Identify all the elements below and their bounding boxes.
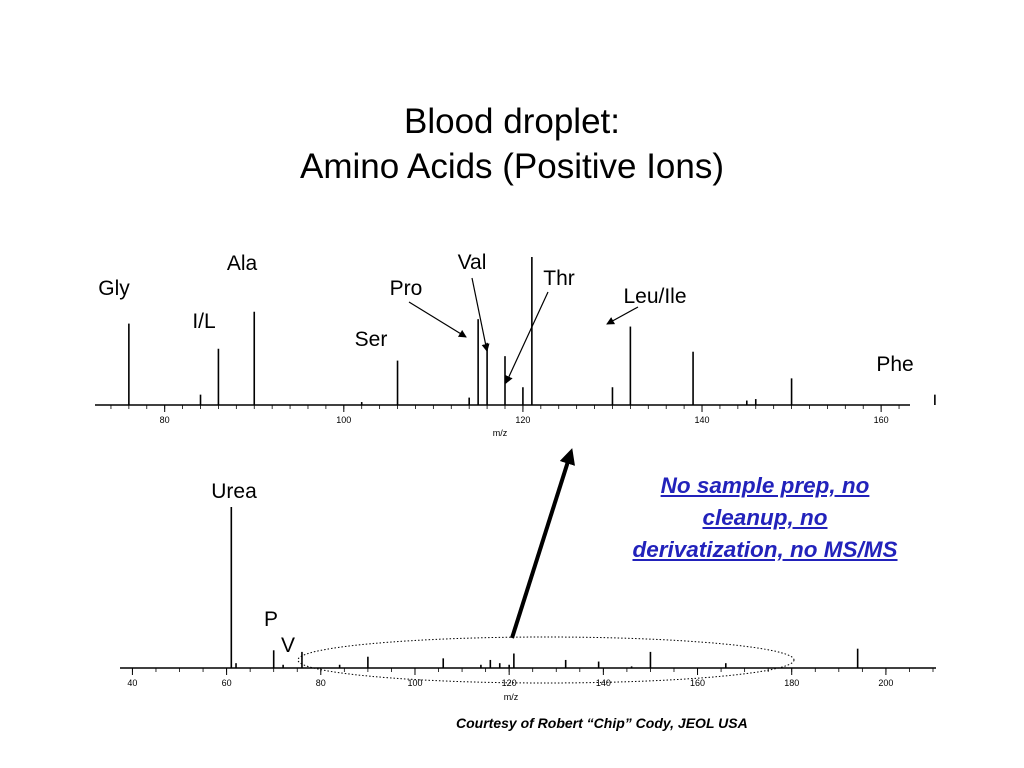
no-sample-prep-note: No sample prep, no cleanup, no derivatiz… <box>632 473 898 562</box>
peak-label-thr: Thr <box>543 267 575 290</box>
x-tick-label: 40 <box>127 678 137 688</box>
x-tick-label: 80 <box>160 415 170 425</box>
courtesy-credit: Courtesy of Robert “Chip” Cody, JEOL USA <box>456 715 748 731</box>
x-tick-label: 140 <box>695 415 710 425</box>
x-tick-label: 120 <box>515 415 530 425</box>
zoom-region-ellipse <box>297 636 795 684</box>
x-tick-label: 200 <box>878 678 893 688</box>
x-tick-label: 100 <box>407 678 422 688</box>
peak-label-v: V <box>281 634 295 657</box>
leu-ile-pointer-arrow <box>606 306 639 325</box>
peak-label-pro: Pro <box>390 277 423 300</box>
x-tick-label: 60 <box>222 678 232 688</box>
x-tick-label: 180 <box>784 678 799 688</box>
peak-label-leu-ile: Leu/Ile <box>623 285 686 308</box>
peak-label-gly: Gly <box>98 277 130 300</box>
slide-title-line-1: Blood droplet: <box>404 102 620 141</box>
peak-label-i-l: I/L <box>192 310 215 333</box>
bottom-spectrum-chart: 40 60 80 100 120 140 160 180 200 m/z Urea P V <box>120 480 936 702</box>
x-tick-label: 80 <box>316 678 326 688</box>
peak-label-val: Val <box>458 251 487 274</box>
thr-pointer-arrow <box>505 291 549 384</box>
x-tick-label: 140 <box>596 678 611 688</box>
peak-label-ser: Ser <box>355 328 388 351</box>
peak-label-p: P <box>264 608 278 631</box>
top-spectrum-chart: 80 100 120 140 160 m/z Gly I/L Ala Ser Pro V… <box>95 251 936 438</box>
bottom-x-axis-label: m/z <box>504 692 519 702</box>
val-pointer-arrow <box>471 277 490 352</box>
zoom-arrow <box>510 448 575 639</box>
peak-label-ala: Ala <box>227 252 258 275</box>
slide-title-line-2: Amino Acids (Positive Ions) <box>299 147 725 186</box>
x-tick-label: 160 <box>690 678 705 688</box>
peak-label-urea: Urea <box>211 480 257 503</box>
top-x-axis-label: m/z <box>493 428 508 438</box>
x-tick-label: 100 <box>336 415 351 425</box>
x-tick-label: 160 <box>874 415 889 425</box>
peak-label-phe: Phe <box>876 353 913 376</box>
pro-pointer-arrow <box>408 301 467 338</box>
